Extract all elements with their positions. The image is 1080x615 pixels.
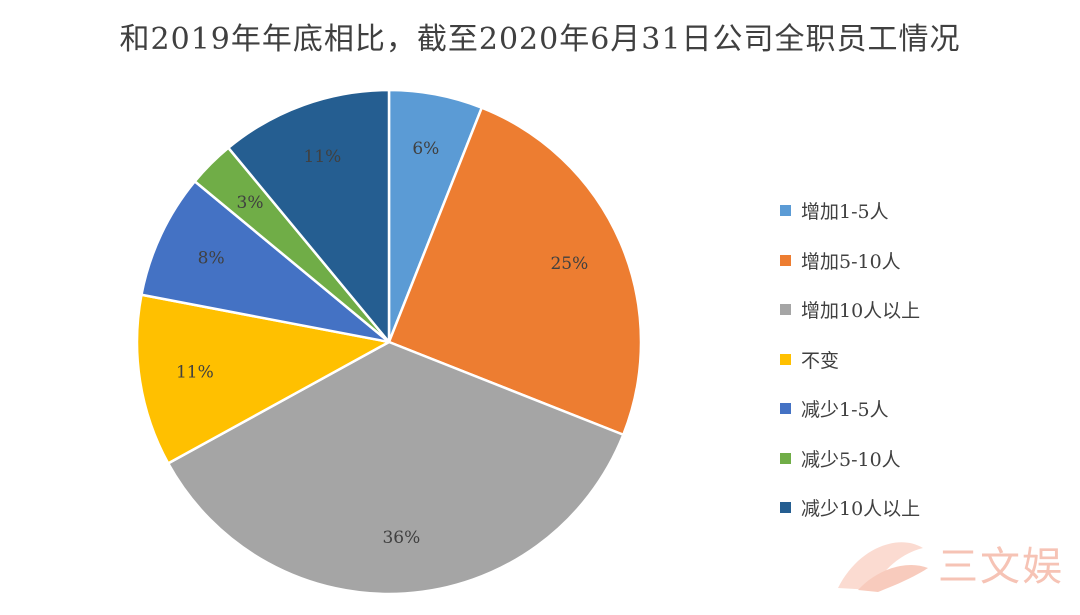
legend-label: 增加5-10人 xyxy=(801,250,901,273)
watermark-logo-icon xyxy=(838,542,928,592)
legend-swatch xyxy=(780,403,791,415)
chart-title: 和2019年年底相比，截至2020年6月31日公司全职员工情况 xyxy=(119,22,961,57)
pie-slice xyxy=(140,180,391,344)
pie-slice-label: 36% xyxy=(382,528,420,548)
watermark-text: 三文娱 xyxy=(938,544,1064,590)
legend-label: 不变 xyxy=(801,349,840,372)
pie-slice-label: 11% xyxy=(176,363,214,383)
pie-slice-label: 25% xyxy=(550,254,588,274)
legend-item: 增加1-5人 xyxy=(780,186,1040,236)
legend-swatch xyxy=(780,502,791,514)
legend-item: 减少1-5人 xyxy=(780,384,1040,434)
pie-slice-label: 11% xyxy=(304,147,342,167)
legend-swatch xyxy=(780,452,791,464)
pie-slices xyxy=(135,88,643,596)
legend-label: 减少5-10人 xyxy=(801,448,901,471)
pie-slice xyxy=(166,340,625,596)
legend-item: 增加5-10人 xyxy=(780,236,1040,286)
pie-slice xyxy=(135,293,391,465)
legend-swatch xyxy=(780,353,791,365)
legend-label: 增加10人以上 xyxy=(801,300,921,323)
legend-label: 减少10人以上 xyxy=(801,498,921,521)
legend-item: 增加10人以上 xyxy=(780,285,1040,335)
pie-slice-label: 6% xyxy=(412,139,439,159)
legend-item: 不变 xyxy=(780,335,1040,385)
legend-item: 减少10人以上 xyxy=(780,483,1040,533)
pie-slice-labels: 6% 25% 36% 11% 8% 3% 11% xyxy=(176,139,588,548)
legend-swatch xyxy=(780,304,791,316)
legend-label: 增加1-5人 xyxy=(801,201,889,224)
pie-slice xyxy=(387,106,643,437)
legend-item: 减少5-10人 xyxy=(780,434,1040,484)
legend: 增加1-5人 增加5-10人 增加10人以上 不变减少1-5人 减少5-10人 减少10人… xyxy=(780,186,1040,533)
legend-swatch xyxy=(780,254,791,266)
legend-label: 减少1-5人 xyxy=(801,399,889,422)
pie-slice-label: 8% xyxy=(198,248,225,268)
pie-slice xyxy=(227,88,391,344)
legend-swatch xyxy=(780,205,791,217)
pie-slice-label: 3% xyxy=(237,193,264,213)
